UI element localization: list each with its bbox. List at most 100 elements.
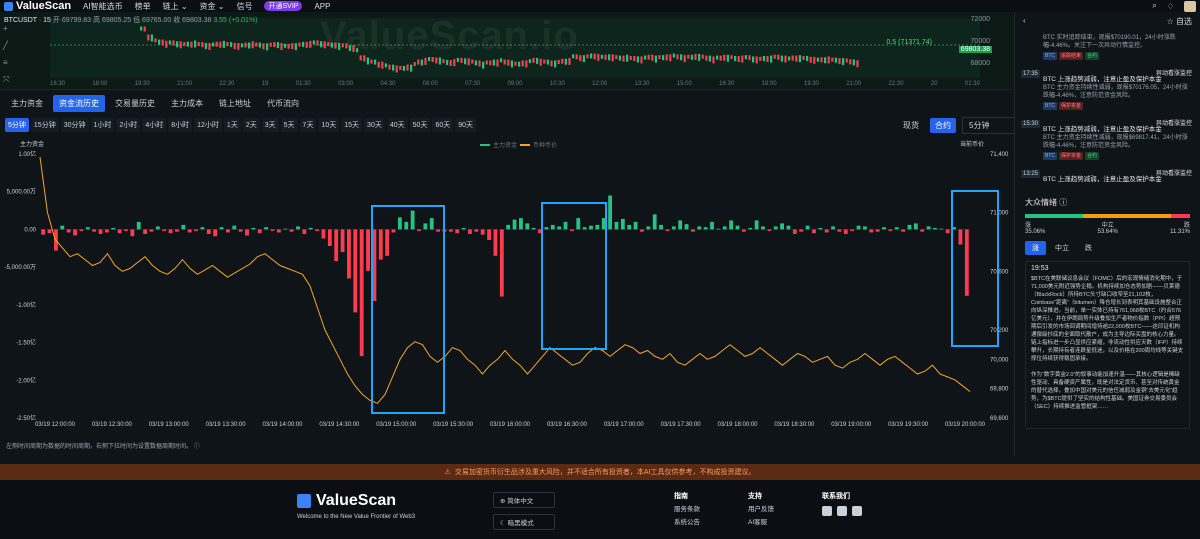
mini-x-label: 22:30 [219, 81, 235, 87]
period-option[interactable]: 3天 [261, 118, 279, 132]
logo[interactable]: ValueScan [4, 0, 71, 12]
news-item[interactable]: 13:25 异动看涨监控 BTC 上涨趋势减弱，注意止盈及保护本金 [1015, 167, 1200, 187]
period-option[interactable]: 1天 [223, 118, 241, 132]
nav-app[interactable]: APP [314, 1, 331, 11]
period-option[interactable]: 90天 [455, 118, 477, 132]
interval-select[interactable]: 5分钟 [962, 117, 1018, 134]
flow-bar [659, 224, 663, 230]
mini-candle [755, 56, 758, 64]
nav-ai-pick[interactable]: AI智能选币 [83, 1, 123, 11]
ticker-high: 高 69805.25 [93, 17, 131, 24]
nav-signal[interactable]: 信号 [236, 1, 253, 11]
back-icon[interactable]: ‹ [1023, 16, 1026, 25]
mini-candle [791, 55, 794, 61]
search-icon[interactable]: ⌕ [1152, 1, 1157, 10]
channel-tool-icon[interactable]: ≡ [3, 58, 8, 67]
flow-bar [308, 227, 313, 230]
tab-main-cost[interactable]: 主力成本 [171, 99, 203, 108]
period-option[interactable]: 1小时 [90, 118, 115, 132]
x-icon[interactable] [837, 506, 847, 516]
mini-x-label: 19:30 [134, 81, 150, 87]
contract-option[interactable]: 合约 [930, 118, 956, 133]
flow-bar [901, 229, 906, 232]
period-option[interactable]: 15天 [341, 118, 363, 132]
mini-right-label: 70000 [970, 38, 990, 45]
flow-bar [181, 224, 186, 230]
tab-volume-history[interactable]: 交易量历史 [115, 99, 155, 108]
period-option[interactable]: 8小时 [168, 118, 193, 132]
period-option[interactable]: 50天 [409, 118, 431, 132]
flow-bar [487, 229, 491, 240]
nav-funds[interactable]: 资金 ⌄ [199, 1, 225, 11]
period-option[interactable]: 4小时 [142, 118, 167, 132]
language-select[interactable]: ⊕ 简体中文 [493, 492, 555, 508]
vip-button[interactable]: 开通SVIP [264, 1, 303, 11]
flow-bar [671, 226, 676, 230]
line-tool-icon[interactable]: ╱ [3, 41, 8, 50]
telegram-icon[interactable] [822, 506, 832, 516]
news-item[interactable]: BTC 实时追踪结束，现报$70190.01，24小时涨跌幅-4.46%。关注下… [1015, 31, 1200, 63]
period-option[interactable]: 7天 [299, 118, 317, 132]
tab-main-funds[interactable]: 主力资金 [11, 99, 43, 108]
watchlist-link[interactable]: ☆ 自选 [1166, 17, 1192, 26]
mini-candle [701, 54, 704, 59]
theme-select[interactable]: ☾ 暗黑模式 [493, 514, 555, 530]
flow-bar [665, 229, 670, 231]
period-option[interactable]: 2小时 [116, 118, 141, 132]
flow-bar [563, 221, 568, 230]
footer-link-terms[interactable]: 服务条款 [674, 506, 700, 513]
flow-bar [397, 217, 402, 230]
flow-bar [818, 227, 823, 230]
ticker-change: 3.55 (+0.01%) [213, 17, 257, 24]
news-item[interactable]: 15:30 异动看涨监控 BTC 上涨趋势减弱，注意止盈及保护本金 BTC 主力… [1015, 117, 1200, 163]
period-option[interactable]: 30天 [364, 118, 385, 132]
mini-kline-chart[interactable]: + ╱ ≡ ⤧ BTCUSDT · 15 开 69799.83 高 69805.… [0, 12, 1012, 90]
legend-flow: 主力资金 [493, 141, 517, 149]
period-option[interactable]: 40天 [386, 118, 408, 132]
sentiment-mid-label: 中立 [1101, 223, 1114, 229]
measure-tool-icon[interactable]: ⤧ [3, 75, 10, 84]
mini-candle [604, 54, 607, 60]
mini-candle [514, 61, 517, 66]
info-icon[interactable]: ⓘ [193, 444, 200, 450]
spot-option[interactable]: 现货 [903, 121, 919, 130]
tab-onchain-address[interactable]: 链上地址 [219, 99, 251, 108]
period-option[interactable]: 60天 [432, 118, 454, 132]
info-icon[interactable]: ⓘ [1059, 198, 1068, 207]
footer-link-feedback[interactable]: 用户反馈 [748, 506, 774, 513]
flow-bar [608, 195, 613, 230]
sentiment-tab-fall[interactable]: 跌 [1085, 245, 1092, 252]
period-option[interactable]: 10天 [318, 118, 340, 132]
period-option[interactable]: 12小时 [194, 118, 222, 132]
discord-icon[interactable] [852, 506, 862, 516]
footer-link-ai-service[interactable]: AI客服 [748, 519, 768, 526]
flow-bar [913, 223, 918, 230]
market-selector: 现货 合约 5分钟 [898, 117, 1018, 134]
news-time: 13:25 [1021, 170, 1041, 178]
mini-candle [363, 55, 366, 62]
avatar[interactable] [1184, 0, 1196, 12]
mini-candle [669, 54, 672, 62]
mini-candle [230, 42, 233, 48]
bell-icon[interactable]: ♢ [1166, 1, 1174, 11]
sentiment-tab-mid[interactable]: 中立 [1055, 245, 1069, 252]
period-option[interactable]: 5分钟 [5, 118, 29, 132]
period-option[interactable]: 30分钟 [60, 118, 89, 132]
flow-history-chart: 主力资金 当前币价 主力资金 币种币价 1.00亿 5,000.00万 0.00 -5,000… [0, 136, 1012, 456]
nav-ranking[interactable]: 榜单 [134, 1, 151, 11]
sentiment-tab-rise[interactable]: 涨 [1025, 241, 1046, 255]
mini-candle [352, 45, 355, 53]
mini-x-label: 19:30 [803, 81, 819, 87]
tab-token-flow[interactable]: 代币流向 [267, 99, 299, 108]
footer-brand[interactable]: ValueScan [297, 492, 396, 510]
period-option[interactable]: 5天 [280, 118, 298, 132]
period-option[interactable]: 2天 [242, 118, 260, 132]
news-item[interactable]: 17:35 异动看涨监控 BTC 上涨趋势减弱，注意止盈及保护本金 BTC 主力… [1015, 67, 1200, 113]
crosshair-icon[interactable]: + [3, 24, 8, 33]
nav-onchain[interactable]: 链上 ⌄ [162, 1, 188, 11]
flow-bar [232, 225, 237, 230]
tab-flow-history[interactable]: 资金流历史 [53, 95, 105, 112]
flow-bar [843, 229, 848, 234]
footer-link-notice[interactable]: 系统公告 [674, 519, 700, 526]
period-option[interactable]: 15分钟 [30, 118, 59, 132]
